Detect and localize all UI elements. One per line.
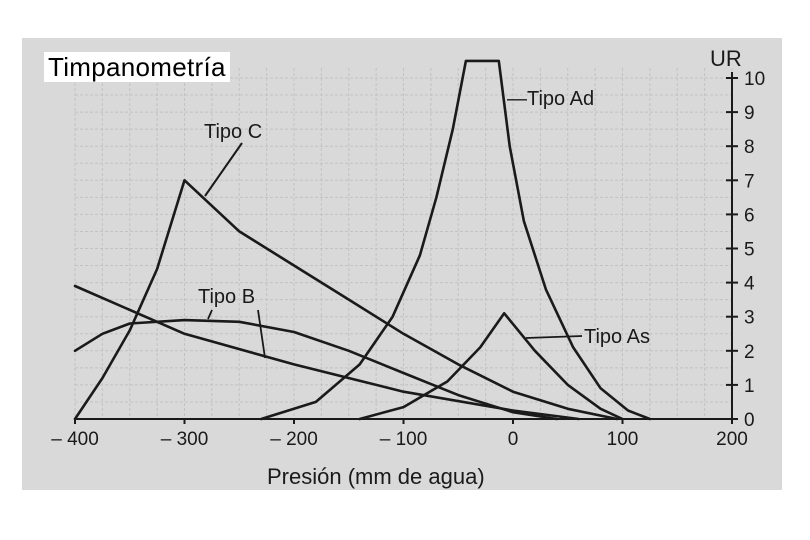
y-tick-label: 2 xyxy=(744,342,755,363)
y-tick-label: 9 xyxy=(744,103,755,124)
series-line-tipo-b xyxy=(73,318,559,421)
series-line-tipo-as xyxy=(358,312,624,421)
leader-tipo-c xyxy=(204,142,243,197)
annotation-tipo-ad: —Tipo Ad xyxy=(507,88,594,110)
y-axis-title: UR xyxy=(710,46,742,71)
annotation-tipo-b: Tipo B xyxy=(198,286,255,308)
y-tick-label: 1 xyxy=(744,376,755,397)
annotation-tipo-as: Tipo As xyxy=(584,326,650,348)
y-tick-label: 7 xyxy=(744,171,755,192)
y-tick-label: 5 xyxy=(744,240,755,261)
series-layer xyxy=(73,59,652,421)
leader-tipo-b-2 xyxy=(257,309,266,359)
y-tick-label: 10 xyxy=(744,69,765,90)
leader-tipo-b-1 xyxy=(207,309,213,320)
x-axis-title: Presión (mm de agua) xyxy=(267,464,485,489)
series-line-tipo-ad xyxy=(259,59,652,421)
y-tick-label: 0 xyxy=(744,410,755,431)
series-line-unlabeled xyxy=(73,284,580,421)
y-tick-label: 3 xyxy=(744,308,755,329)
y-tick-label: 8 xyxy=(744,137,755,158)
annotation-tipo-c: Tipo C xyxy=(204,121,262,143)
x-tick-label: – 300 xyxy=(161,429,209,450)
x-tick-label: 0 xyxy=(508,429,519,450)
x-tick-label: 100 xyxy=(607,429,639,450)
y-tick-label: 6 xyxy=(744,205,755,226)
grid xyxy=(74,68,733,420)
x-tick-label: 200 xyxy=(716,429,748,450)
x-tick-label: – 100 xyxy=(380,429,428,450)
x-tick-label: – 200 xyxy=(270,429,318,450)
chart-scan-area: – 400– 300– 200– 100 0 100 200 0 1 2 3 4 5 6 7 8 9 10 … xyxy=(22,38,782,490)
series-line-tipo-c xyxy=(73,179,619,421)
annotations: —Tipo Ad Tipo C Tipo B Tipo As xyxy=(198,88,650,359)
leader-tipo-as xyxy=(525,335,583,339)
y-tick-label: 4 xyxy=(744,274,755,295)
chart-title: Timpanometría xyxy=(44,52,230,82)
x-tick-label: – 400 xyxy=(51,429,99,450)
chart: – 400– 300– 200– 100 0 100 200012345678910 … xyxy=(51,46,765,489)
